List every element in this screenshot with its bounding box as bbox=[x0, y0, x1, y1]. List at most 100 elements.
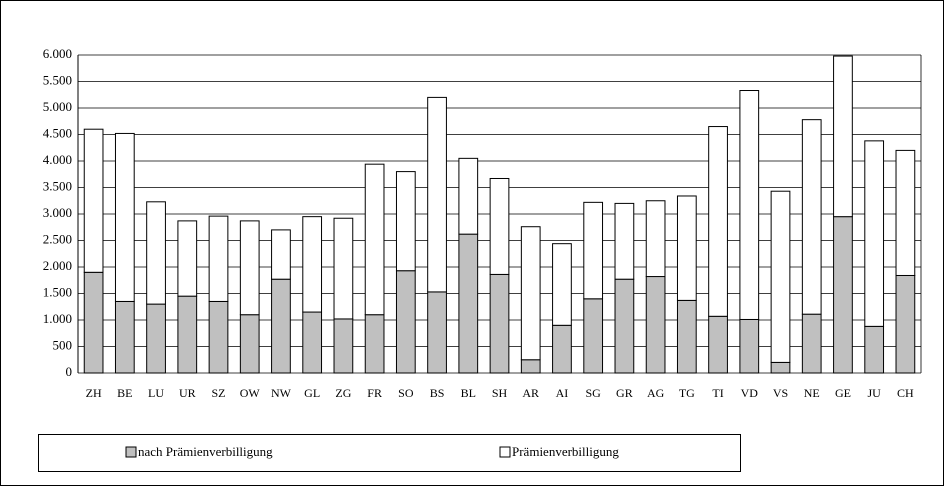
x-tick-label: GE bbox=[835, 386, 851, 400]
x-tick-label: BE bbox=[117, 386, 132, 400]
x-tick-label: ZH bbox=[86, 386, 102, 400]
bar-segment bbox=[645, 200, 666, 278]
bar-segment bbox=[177, 220, 198, 297]
bar-segment bbox=[833, 216, 853, 374]
x-tick-label: NW bbox=[271, 386, 292, 400]
bar-segment bbox=[614, 202, 635, 280]
x-tick-label: SO bbox=[398, 386, 414, 400]
bar-segment bbox=[489, 273, 510, 374]
bar-segment bbox=[271, 229, 291, 280]
bar-segment bbox=[146, 201, 166, 305]
y-tick-label: 6.000 bbox=[43, 46, 72, 61]
y-tick-label: 2.500 bbox=[43, 231, 72, 246]
y-tick-label: 4.000 bbox=[43, 152, 72, 167]
x-tick-label: NE bbox=[804, 386, 820, 400]
bar-segment bbox=[770, 361, 791, 374]
bar-segment bbox=[552, 243, 572, 326]
bar-segment bbox=[83, 128, 104, 273]
bar-segment bbox=[770, 190, 791, 363]
bar-segment bbox=[708, 315, 728, 374]
bar-segment bbox=[801, 313, 822, 374]
bar-segment bbox=[395, 270, 416, 374]
x-tick-label: ZG bbox=[335, 386, 351, 400]
bar-segment bbox=[583, 298, 604, 374]
x-tick-label: TI bbox=[712, 386, 723, 400]
x-tick-label: GL bbox=[304, 386, 320, 400]
x-tick-label: SG bbox=[585, 386, 601, 400]
bar-segment bbox=[146, 303, 166, 374]
bar-segment bbox=[239, 314, 260, 374]
bar-segment bbox=[739, 318, 760, 374]
y-tick-label: 3.000 bbox=[43, 205, 72, 220]
y-tick-label: 5.500 bbox=[43, 72, 72, 87]
bar-segment bbox=[302, 216, 323, 313]
x-tick-label: TG bbox=[679, 386, 695, 400]
bar-segment bbox=[177, 295, 198, 374]
x-tick-label: FR bbox=[367, 386, 382, 400]
bar-segment bbox=[489, 177, 510, 275]
y-tick-label: 5.000 bbox=[43, 99, 72, 114]
legend-label: nach Prämienverbilligung bbox=[138, 444, 273, 459]
bar-segment bbox=[114, 300, 135, 374]
bar-segment bbox=[864, 325, 885, 374]
bar-segment bbox=[708, 126, 728, 317]
legend-swatch bbox=[125, 446, 137, 458]
bar-segment bbox=[458, 157, 479, 235]
x-tick-label: JU bbox=[867, 386, 881, 400]
bar-segment bbox=[271, 278, 291, 374]
bar-segment bbox=[645, 276, 666, 374]
bar-segment bbox=[833, 55, 853, 218]
y-tick-label: 2.000 bbox=[43, 258, 72, 273]
bar-segment bbox=[302, 311, 323, 374]
x-tick-label: CH bbox=[897, 386, 914, 400]
bar-segment bbox=[427, 96, 447, 293]
y-tick-label: 4.500 bbox=[43, 125, 72, 140]
bar-segment bbox=[114, 132, 135, 302]
bar-segment bbox=[83, 271, 104, 374]
x-tick-label: SZ bbox=[211, 386, 225, 400]
x-tick-label: AR bbox=[522, 386, 539, 400]
legend-swatch bbox=[499, 446, 511, 458]
bar-segment bbox=[239, 220, 260, 316]
bar-segment bbox=[739, 90, 760, 320]
bar-segment bbox=[208, 215, 229, 302]
y-tick-label: 0 bbox=[66, 364, 73, 379]
bar-segment bbox=[583, 201, 604, 300]
x-tick-label: LU bbox=[148, 386, 164, 400]
bar-segment bbox=[676, 195, 697, 301]
y-tick-label: 500 bbox=[53, 337, 73, 352]
x-tick-label: OW bbox=[240, 386, 261, 400]
y-tick-label: 3.500 bbox=[43, 178, 72, 193]
y-tick-label: 1.000 bbox=[43, 311, 72, 326]
legend-label: Prämienverbilligung bbox=[512, 444, 619, 459]
x-tick-label: VD bbox=[741, 386, 759, 400]
bar-segment bbox=[614, 278, 635, 374]
bar-segment bbox=[864, 140, 885, 327]
bar-segment bbox=[333, 318, 354, 374]
bar-segment bbox=[395, 171, 416, 272]
x-tick-label: VS bbox=[773, 386, 788, 400]
bar-segment bbox=[552, 324, 572, 374]
y-tick-label: 1.500 bbox=[43, 284, 72, 299]
x-tick-label: SH bbox=[492, 386, 508, 400]
bar-segment bbox=[364, 163, 385, 316]
bar-segment bbox=[895, 274, 916, 374]
legend-box bbox=[38, 434, 741, 472]
x-tick-label: BL bbox=[461, 386, 476, 400]
bar-segment bbox=[520, 359, 541, 374]
x-tick-label: BS bbox=[430, 386, 445, 400]
bar-segment bbox=[676, 299, 697, 374]
x-tick-label: AG bbox=[647, 386, 665, 400]
bar-segment bbox=[801, 119, 822, 315]
bar-segment bbox=[427, 291, 447, 374]
bar-segment bbox=[895, 149, 916, 276]
bar-segment bbox=[208, 300, 229, 374]
bar-segment bbox=[364, 314, 385, 374]
x-tick-label: UR bbox=[179, 386, 196, 400]
bar-segment bbox=[333, 217, 354, 320]
x-tick-label: GR bbox=[616, 386, 633, 400]
bar-segment bbox=[458, 233, 479, 374]
bar-segment bbox=[520, 226, 541, 361]
x-tick-label: AI bbox=[556, 386, 569, 400]
